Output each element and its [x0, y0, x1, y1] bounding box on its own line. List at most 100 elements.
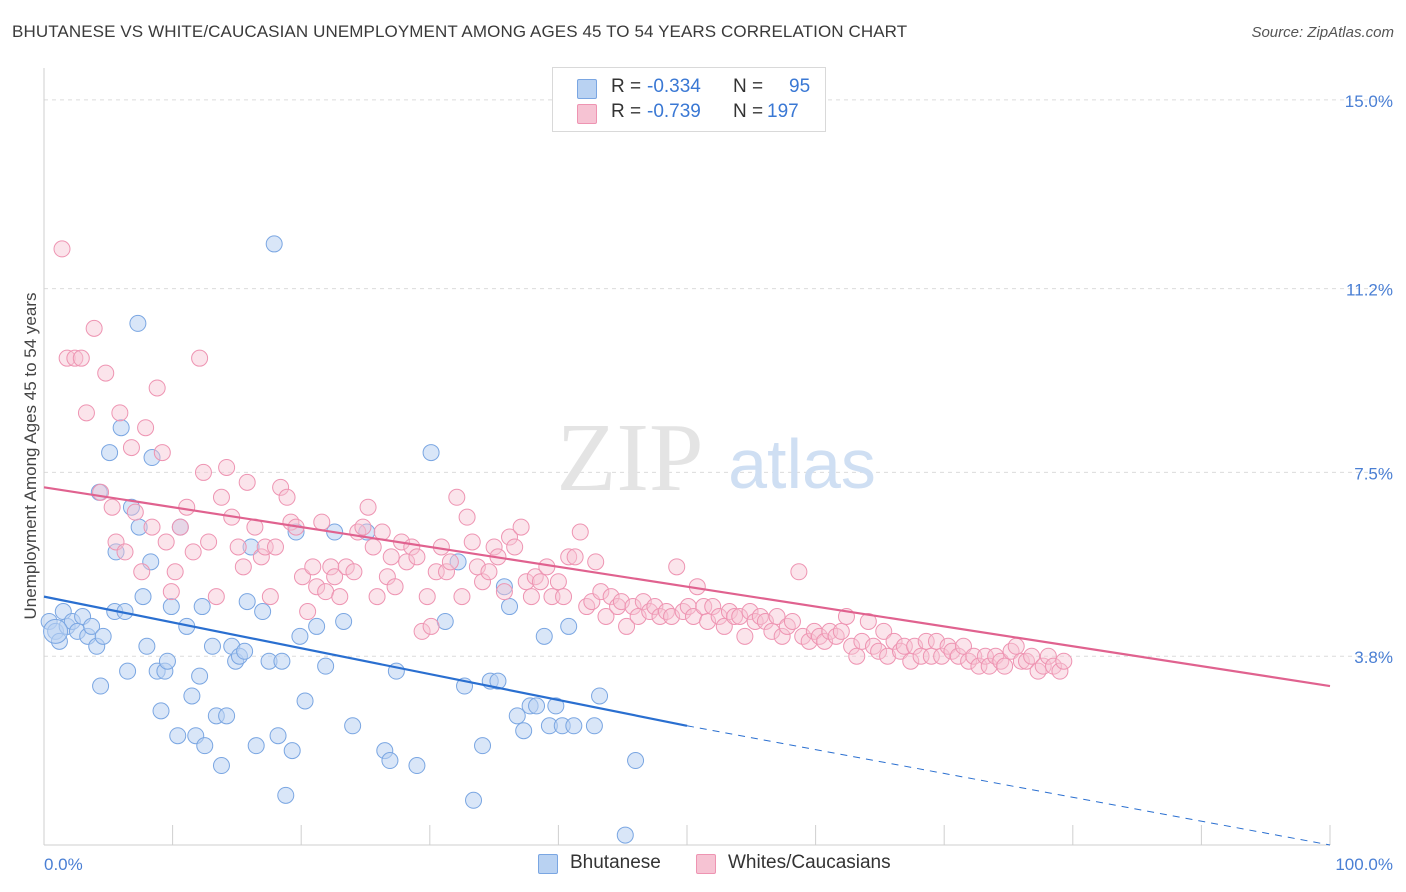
data-point-bhutanese — [203, 637, 221, 655]
watermark-atlas: atlas — [728, 425, 876, 503]
data-point-whites-caucasians — [322, 558, 340, 576]
data-point-whites-caucasians — [85, 319, 103, 337]
data-point-whites-caucasians — [474, 573, 492, 591]
data-point-whites-caucasians — [657, 603, 675, 621]
data-point-whites-caucasians — [778, 617, 796, 635]
data-point-bhutanese — [436, 612, 454, 630]
data-point-whites-caucasians — [1029, 662, 1047, 680]
data-point-whites-caucasians — [485, 538, 503, 556]
data-point-bhutanese — [287, 523, 305, 541]
data-point-whites-caucasians — [408, 548, 426, 566]
data-point-whites-caucasians — [463, 533, 481, 551]
data-point-bhutanese — [283, 742, 301, 760]
data-point-bhutanese — [565, 717, 583, 735]
data-point-whites-caucasians — [184, 543, 202, 561]
data-point-whites-caucasians — [618, 617, 636, 635]
data-point-whites-caucasians — [875, 622, 893, 640]
legend-n-label: N = — [733, 101, 764, 122]
data-point-bhutanese — [465, 791, 483, 809]
data-point-bhutanese — [515, 722, 533, 740]
data-point-bhutanese — [247, 737, 265, 755]
data-point-whites-caucasians — [191, 349, 209, 367]
data-point-whites-caucasians — [773, 627, 791, 645]
data-point-bhutanese — [308, 617, 326, 635]
legend-swatch-blue — [538, 854, 558, 874]
data-point-whites-caucasians — [895, 637, 913, 655]
data-point-whites-caucasians — [238, 473, 256, 491]
legend-r-value: -0.739 — [647, 101, 701, 122]
trend-line-bhutanese — [43, 595, 688, 727]
legend-swatch-pink — [577, 104, 597, 124]
data-point-bhutanese — [547, 697, 565, 715]
watermark: ZIP atlas — [557, 404, 876, 512]
data-point-whites-caucasians — [522, 588, 540, 606]
data-point-whites-caucasians — [278, 488, 296, 506]
data-point-whites-caucasians — [1055, 652, 1073, 670]
data-point-whites-caucasians — [783, 612, 801, 630]
data-point-whites-caucasians — [126, 503, 144, 521]
data-point-whites-caucasians — [506, 538, 524, 556]
data-point-whites-caucasians — [448, 488, 466, 506]
data-point-whites-caucasians — [517, 573, 535, 591]
data-point-whites-caucasians — [549, 573, 567, 591]
data-point-whites-caucasians — [66, 349, 84, 367]
data-point-whites-caucasians — [166, 563, 184, 581]
data-point-bhutanese — [138, 637, 156, 655]
data-point-bhutanese — [169, 727, 187, 745]
data-point-whites-caucasians — [326, 568, 344, 586]
data-point-bhutanese — [43, 618, 69, 644]
data-point-whites-caucasians — [212, 488, 230, 506]
data-point-bhutanese — [535, 627, 553, 645]
data-point-whites-caucasians — [864, 637, 882, 655]
data-point-bhutanese — [489, 672, 507, 690]
source-label: Source: ZipAtlas.com — [1251, 24, 1394, 41]
data-point-bhutanese — [254, 603, 272, 621]
x-tick-label: 100.0% — [1335, 855, 1393, 874]
data-point-bhutanese — [119, 662, 137, 680]
data-point-whites-caucasians — [218, 458, 236, 476]
legend-row-whites: R = -0.739 N = 197 — [553, 101, 825, 127]
data-point-whites-caucasians — [171, 518, 189, 536]
data-point-whites-caucasians — [418, 588, 436, 606]
trend-line-whites-caucasians — [43, 486, 1331, 688]
data-point-whites-caucasians — [331, 588, 349, 606]
data-point-whites-caucasians — [133, 563, 151, 581]
data-point-whites-caucasians — [741, 603, 759, 621]
data-point-whites-caucasians — [704, 598, 722, 616]
data-point-whites-caucasians — [731, 607, 749, 625]
data-point-whites-caucasians — [441, 553, 459, 571]
data-point-whites-caucasians — [252, 548, 270, 566]
data-point-whites-caucasians — [543, 588, 561, 606]
data-point-whites-caucasians — [810, 627, 828, 645]
y-axis-label: Unemployment Among Ages 45 to 54 years — [21, 293, 40, 620]
data-point-bhutanese — [242, 538, 260, 556]
data-point-bhutanese — [107, 543, 125, 561]
chart-title: BHUTANESE VS WHITE/CAUCASIAN UNEMPLOYMEN… — [12, 22, 908, 41]
data-point-whites-caucasians — [885, 632, 903, 650]
data-point-whites-caucasians — [1039, 647, 1057, 665]
data-point-whites-caucasians — [965, 647, 983, 665]
data-point-bhutanese — [408, 757, 426, 775]
data-point-whites-caucasians — [77, 404, 95, 422]
data-point-whites-caucasians — [293, 568, 311, 586]
legend-swatch-pink — [696, 854, 716, 874]
legend-swatch-blue — [577, 79, 597, 99]
data-point-whites-caucasians — [122, 439, 140, 457]
data-point-whites-caucasians — [954, 637, 972, 655]
data-point-bhutanese — [92, 677, 110, 695]
data-point-whites-caucasians — [368, 588, 386, 606]
legend-label-bhutanese: Bhutanese — [570, 852, 661, 873]
data-point-whites-caucasians — [458, 508, 476, 526]
data-point-whites-caucasians — [313, 513, 331, 531]
data-point-whites-caucasians — [976, 647, 994, 665]
data-point-whites-caucasians — [194, 463, 212, 481]
data-point-whites-caucasians — [1023, 647, 1041, 665]
data-point-bhutanese — [508, 707, 526, 725]
data-point-bhutanese — [238, 593, 256, 611]
data-point-whites-caucasians — [162, 583, 180, 601]
data-point-whites-caucasians — [207, 588, 225, 606]
data-point-whites-caucasians — [859, 612, 877, 630]
data-point-bhutanese — [501, 598, 519, 616]
data-point-bhutanese — [265, 235, 283, 253]
data-point-whites-caucasians — [386, 578, 404, 596]
